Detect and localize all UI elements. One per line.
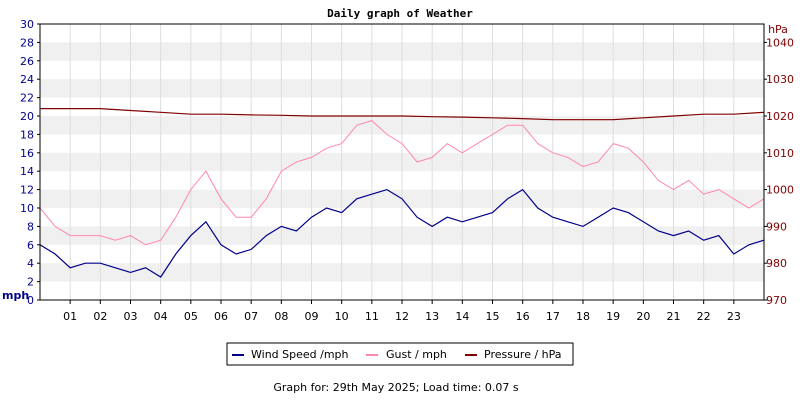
vertical-gridlines: [69, 24, 735, 300]
x-tick-label: 15: [486, 310, 500, 323]
right-tick-label: 1000: [766, 184, 794, 197]
x-tick-label: 08: [274, 310, 288, 323]
right-tick-label: 980: [766, 257, 787, 270]
x-tick-label: 10: [335, 310, 349, 323]
left-tick-label: 22: [20, 92, 34, 105]
x-tick-label: 04: [154, 310, 168, 323]
left-tick-label: 10: [20, 202, 34, 215]
x-tick-label: 19: [606, 310, 620, 323]
x-tick-label: 11: [365, 310, 379, 323]
right-tick-label: 1010: [766, 147, 794, 160]
series-line-pressure-hpa: [40, 107, 765, 121]
left-tick-label: 2: [27, 276, 34, 289]
x-axis-ticks: 01 02 03 04 05 06 07 08 09 10 11 12 13 14 15 16 17 18 19 20…: [63, 300, 741, 323]
x-tick-label: 09: [305, 310, 319, 323]
x-tick-label: 02: [93, 310, 107, 323]
series-line-wind-speed-mph: [39, 188, 765, 278]
right-axis-unit: hPa: [768, 23, 788, 36]
x-tick-label: 05: [184, 310, 198, 323]
left-axis-unit: mph: [2, 289, 29, 302]
right-tick-label: 1040: [766, 36, 794, 49]
legend-label-wind-speed: Wind Speed /mph: [251, 348, 349, 361]
left-tick-label: 4: [27, 257, 34, 270]
x-tick-label: 07: [244, 310, 258, 323]
left-tick-label: 12: [20, 184, 34, 197]
left-tick-label: 6: [27, 239, 34, 252]
right-tick-label: 990: [766, 220, 787, 233]
x-tick-label: 22: [697, 310, 711, 323]
legend-label-pressure: Pressure / hPa: [484, 348, 562, 361]
legend-label-gust: Gust / mph: [386, 348, 447, 361]
x-tick-label: 18: [576, 310, 590, 323]
x-tick-label: 13: [425, 310, 439, 323]
right-axis-ticks: 970 980 990 1000 1010 1020 1030 1040: [764, 36, 794, 307]
legend: Wind Speed /mph Gust / mph Pressure / hP…: [226, 342, 574, 366]
x-tick-label: 16: [516, 310, 530, 323]
series-layer: [39, 107, 765, 278]
left-tick-label: 8: [27, 220, 34, 233]
left-tick-label: 0: [27, 294, 34, 307]
x-tick-label: 01: [63, 310, 77, 323]
x-tick-label: 21: [667, 310, 681, 323]
right-tick-label: 970: [766, 294, 787, 307]
left-tick-label: 30: [20, 18, 34, 31]
x-tick-label: 14: [455, 310, 469, 323]
x-tick-label: 17: [546, 310, 560, 323]
x-tick-label: 12: [395, 310, 409, 323]
left-tick-label: 20: [20, 110, 34, 123]
left-tick-label: 28: [20, 36, 34, 49]
legend-box: [226, 342, 574, 366]
footer-status: Graph for: 29th May 2025; Load time: 0.0…: [273, 381, 519, 394]
right-tick-label: 1020: [766, 110, 794, 123]
right-tick-label: 1030: [766, 73, 794, 86]
series-line-gust-mph: [39, 120, 765, 246]
left-tick-label: 18: [20, 128, 34, 141]
x-tick-label: 20: [636, 310, 650, 323]
chart-title: Daily graph of Weather: [327, 7, 473, 20]
left-tick-label: 16: [20, 147, 34, 160]
left-tick-label: 14: [20, 165, 34, 178]
x-tick-label: 06: [214, 310, 228, 323]
left-tick-label: 24: [20, 73, 34, 86]
x-tick-label: 03: [124, 310, 138, 323]
x-tick-label: 23: [727, 310, 741, 323]
left-tick-label: 26: [20, 55, 34, 68]
